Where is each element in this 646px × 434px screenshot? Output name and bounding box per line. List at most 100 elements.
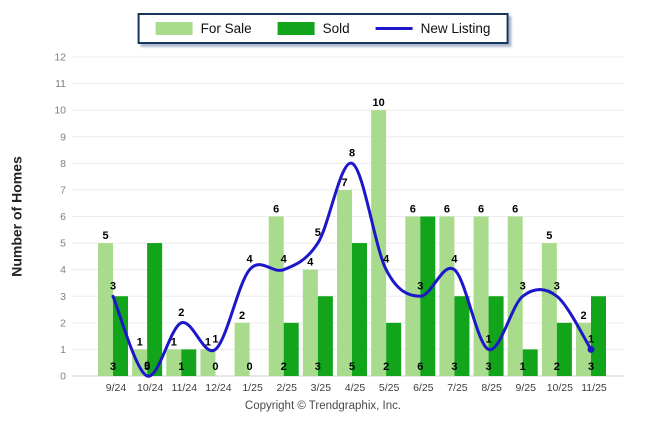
sold-swatch-icon [277,22,315,35]
for-sale-value-label: 6 [273,204,279,216]
for-sale-value-label: 6 [410,204,416,216]
for-sale-value-label: 6 [512,204,518,216]
bar-for-sale [98,243,113,376]
bar-sold [147,243,163,376]
y-tick-label: 2 [60,317,66,329]
sold-value-label: 2 [554,361,560,373]
bar-for-sale [337,189,352,376]
for-sale-value-label: 10 [373,97,385,109]
x-tick-label: 10/25 [547,382,573,394]
sold-value-label: 0 [212,361,218,373]
new-listing-value-label: 4 [281,254,288,266]
x-tick-label: 3/25 [311,382,332,394]
bar-for-sale [473,216,489,376]
x-tick-label: 8/25 [481,382,502,394]
legend-label-for-sale: For Sale [200,21,252,36]
y-tick-label: 0 [60,371,66,383]
y-tick-label: 3 [60,291,66,303]
y-tick-label: 5 [60,238,66,250]
sold-value-label: 1 [520,361,526,373]
sold-value-label: 0 [247,361,253,373]
line-end-point [587,345,595,353]
x-tick-label: 4/25 [345,382,366,394]
legend-item-sold: Sold [277,21,350,36]
bar-sold [181,349,197,376]
new-listing-value-label: 4 [383,254,390,266]
sold-value-label: 1 [178,361,184,373]
for-sale-value-label: 5 [102,230,108,242]
new-listing-value-label: 1 [212,333,218,345]
for-sale-value-label: 4 [307,257,314,269]
sold-value-label: 3 [315,361,321,373]
for-sale-value-label: 2 [580,310,586,322]
bar-for-sale [166,349,182,376]
bar-for-sale [234,322,250,376]
new-listing-value-label: 8 [349,147,355,159]
bar-for-sale [576,322,591,376]
bar-sold [283,322,299,376]
for-sale-swatch-icon [155,22,193,35]
bar-sold [556,322,572,376]
new-listing-value-label: 4 [451,254,458,266]
legend-item-for-sale: For Sale [155,21,252,36]
legend-label-new-listing: New Listing [420,21,491,36]
for-sale-value-label: 1 [171,336,177,348]
new-listing-value-label: 5 [315,227,321,239]
x-tick-label: 2/25 [276,382,297,394]
sold-value-label: 6 [417,361,423,373]
bar-for-sale [268,216,284,376]
bar-for-sale [541,243,557,376]
new-listing-line-icon [375,27,413,30]
new-listing-value-label: 3 [110,280,116,292]
x-tick-label: 1/25 [242,382,263,394]
sold-value-label: 2 [281,361,287,373]
bar-sold [352,243,367,376]
new-listing-value-label: 3 [554,280,560,292]
bar-sold [317,296,333,376]
for-sale-value-label: 6 [478,204,484,216]
new-listing-value-label: 3 [417,280,423,292]
y-tick-label: 6 [60,211,66,223]
bar-sold [386,322,402,376]
x-tick-label: 7/25 [447,382,468,394]
bar-sold [591,296,606,376]
sold-value-label: 3 [451,361,457,373]
x-tick-label: 6/25 [413,382,434,394]
x-tick-label: 12/24 [205,382,231,394]
y-tick-label: 7 [60,184,66,196]
bar-sold [420,216,436,376]
x-tick-label: 11/24 [172,382,198,394]
sold-value-label: 2 [383,361,389,373]
for-sale-value-label: 7 [341,177,347,189]
y-tick-label: 9 [60,131,66,143]
for-sale-value-label: 2 [239,310,245,322]
bar-sold [454,296,470,376]
y-tick-label: 12 [54,52,66,64]
new-listing-value-label: 1 [486,333,492,345]
sold-value-label: 3 [588,361,594,373]
sold-value-label: 3 [486,361,492,373]
sold-value-label: 3 [110,361,116,373]
bars-for-sale [98,110,591,377]
y-axis-title: Number of Homes [8,156,25,277]
legend-item-new-listing: New Listing [375,21,491,36]
x-tick-label: 11/25 [581,382,607,394]
new-listing-value-label: 0 [144,360,150,372]
new-listing-value-label: 2 [178,307,184,319]
bar-for-sale [439,216,455,376]
new-listing-value-label: 3 [520,280,526,292]
for-sale-value-label: 1 [137,336,143,348]
bar-for-sale [302,269,318,376]
new-listing-line [111,161,593,378]
y-tick-label: 4 [60,264,66,276]
x-axis-ticks: 9/24 10/24 11/24 12/24 1/25 2/25 3/25 4/25 5/25 6… [106,382,607,394]
x-tick-label: 9/24 [106,382,127,394]
x-tick-label: 5/25 [379,382,400,394]
bar-for-sale [507,216,523,376]
y-tick-label: 8 [60,158,66,170]
for-sale-value-label: 5 [546,230,552,242]
